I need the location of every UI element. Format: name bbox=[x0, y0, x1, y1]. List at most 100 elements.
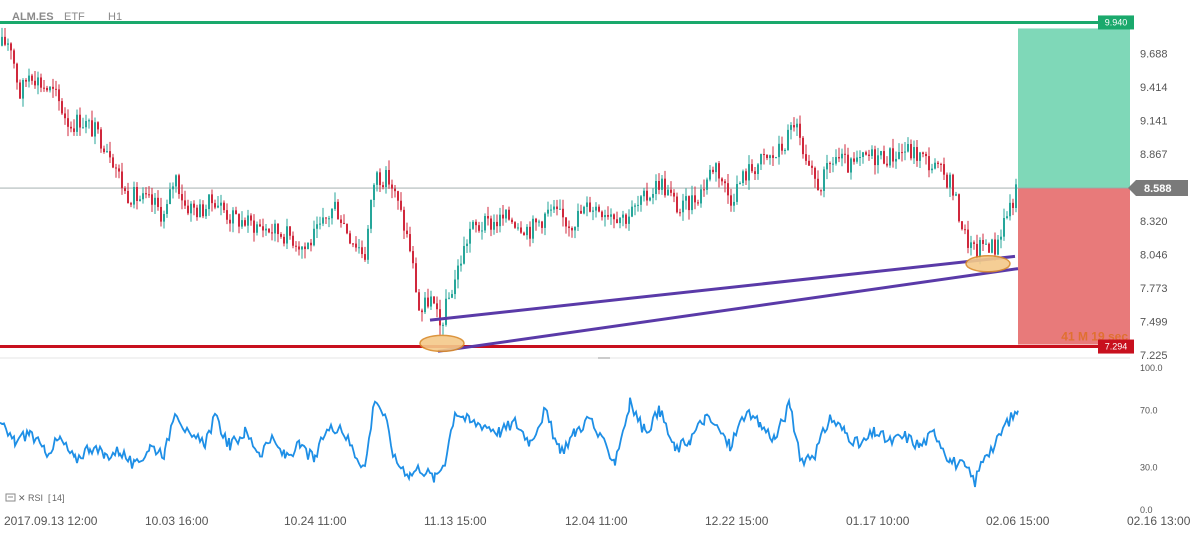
candle-bear bbox=[268, 228, 270, 233]
price-tick-label: 8.046 bbox=[1140, 249, 1168, 261]
time-tick-label: 12.22 15:00 bbox=[705, 514, 769, 528]
candle-bear bbox=[43, 87, 45, 89]
price-tick-label: 8.867 bbox=[1140, 149, 1168, 161]
trendline-lower[interactable] bbox=[437, 267, 1019, 353]
candle-bear bbox=[295, 245, 297, 247]
candle-bear bbox=[901, 152, 903, 154]
candle-bear bbox=[937, 162, 939, 164]
timeframe-label: H1 bbox=[108, 11, 122, 23]
candle-bull bbox=[979, 240, 981, 258]
candle-bear bbox=[478, 225, 480, 231]
rsi-tick-label: 100.0 bbox=[1140, 363, 1163, 373]
candle-bull bbox=[889, 148, 891, 166]
candle-bull bbox=[757, 164, 759, 175]
candle-bear bbox=[58, 89, 60, 102]
candle-bull bbox=[205, 209, 207, 217]
candle-bear bbox=[502, 214, 504, 219]
price-tick-label: 7.499 bbox=[1140, 316, 1168, 328]
candle-bear bbox=[289, 226, 291, 236]
candle-bear bbox=[853, 158, 855, 162]
candle-bull bbox=[463, 246, 465, 264]
candle-bull bbox=[985, 243, 987, 245]
candle-bull bbox=[376, 172, 378, 185]
candle-bear bbox=[475, 221, 477, 226]
candle-bull bbox=[760, 154, 762, 165]
candle-bear bbox=[616, 219, 618, 224]
candle-bull bbox=[94, 122, 96, 137]
price-tick-label: 9.141 bbox=[1140, 115, 1168, 127]
candle-bull bbox=[499, 214, 501, 227]
candle-bull bbox=[628, 216, 630, 224]
candle-bull bbox=[286, 226, 288, 244]
candle-bull bbox=[1000, 236, 1002, 240]
candle-bear bbox=[10, 43, 12, 51]
candle-bear bbox=[721, 178, 723, 182]
candle-bear bbox=[151, 194, 153, 205]
candle-bear bbox=[400, 200, 402, 210]
candle-bull bbox=[904, 151, 906, 153]
candle-bull bbox=[661, 178, 663, 190]
candle-bull bbox=[583, 206, 585, 214]
candle-bull bbox=[370, 199, 372, 229]
candle-bear bbox=[868, 154, 870, 156]
candle-bull bbox=[919, 152, 921, 161]
candle-bear bbox=[1012, 202, 1014, 209]
trendline-upper[interactable] bbox=[429, 254, 1016, 322]
candle-bear bbox=[940, 163, 942, 165]
exchange-label: ETF bbox=[64, 11, 85, 23]
candle-bull bbox=[709, 169, 711, 180]
candle-bear bbox=[130, 203, 132, 205]
candle-bull bbox=[37, 77, 39, 86]
candle-bear bbox=[118, 168, 120, 172]
candle-bear bbox=[235, 210, 237, 215]
candle-bear bbox=[730, 195, 732, 206]
price-tick-label: 9.688 bbox=[1140, 48, 1168, 60]
trade-lines[interactable]: 41 M 19 sec bbox=[0, 20, 1130, 349]
candle-bull bbox=[328, 218, 330, 220]
rsi-indicator-label[interactable]: ✕ RSI [ 14 ] bbox=[5, 493, 65, 503]
candle-bear bbox=[238, 214, 240, 227]
close-icon[interactable]: ✕ bbox=[18, 493, 26, 503]
highlight-ellipse-1[interactable] bbox=[419, 334, 465, 353]
candle-bear bbox=[403, 209, 405, 231]
time-tick-label: 2017.09.13 12:00 bbox=[4, 514, 98, 528]
candle-bear bbox=[145, 193, 147, 195]
candle-bear bbox=[298, 246, 300, 250]
candle-bull bbox=[667, 189, 669, 196]
candle-bull bbox=[469, 228, 471, 244]
candle-bull bbox=[472, 221, 474, 229]
candle-bull bbox=[448, 297, 450, 299]
candle-bull bbox=[769, 155, 771, 159]
candle-bull bbox=[199, 204, 201, 218]
candle-bear bbox=[160, 206, 162, 222]
price-tick-label: 7.225 bbox=[1140, 350, 1168, 362]
candle-bull bbox=[544, 213, 546, 228]
candle-bull bbox=[385, 170, 387, 188]
trade-zones bbox=[0, 28, 1130, 345]
candle-bull bbox=[319, 223, 321, 225]
candle-bear bbox=[325, 217, 327, 219]
candle-bear bbox=[214, 203, 216, 208]
candle-bull bbox=[790, 125, 792, 130]
candle-bull bbox=[457, 265, 459, 280]
candle-bear bbox=[79, 114, 81, 128]
candle-bull bbox=[460, 263, 462, 266]
candle-bear bbox=[421, 310, 423, 313]
candle-bear bbox=[346, 223, 348, 234]
highlight-ellipse-2[interactable] bbox=[965, 254, 1011, 273]
candle-bull bbox=[841, 153, 843, 159]
candle-bear bbox=[676, 196, 678, 213]
stop-loss-zone bbox=[1018, 188, 1130, 345]
indicator-menu-icon[interactable] bbox=[5, 493, 16, 502]
candle-bear bbox=[772, 155, 774, 158]
trendlines[interactable] bbox=[419, 254, 1019, 353]
candle-bull bbox=[931, 168, 933, 171]
take-profit-label: 9.940 bbox=[1105, 17, 1128, 27]
candle-bull bbox=[334, 201, 336, 209]
candle-bear bbox=[964, 229, 966, 231]
candle-bull bbox=[856, 157, 858, 162]
candle-bull bbox=[316, 224, 318, 229]
candle-bull bbox=[256, 224, 258, 233]
candle-bull bbox=[169, 189, 171, 205]
candle-bear bbox=[202, 204, 204, 217]
